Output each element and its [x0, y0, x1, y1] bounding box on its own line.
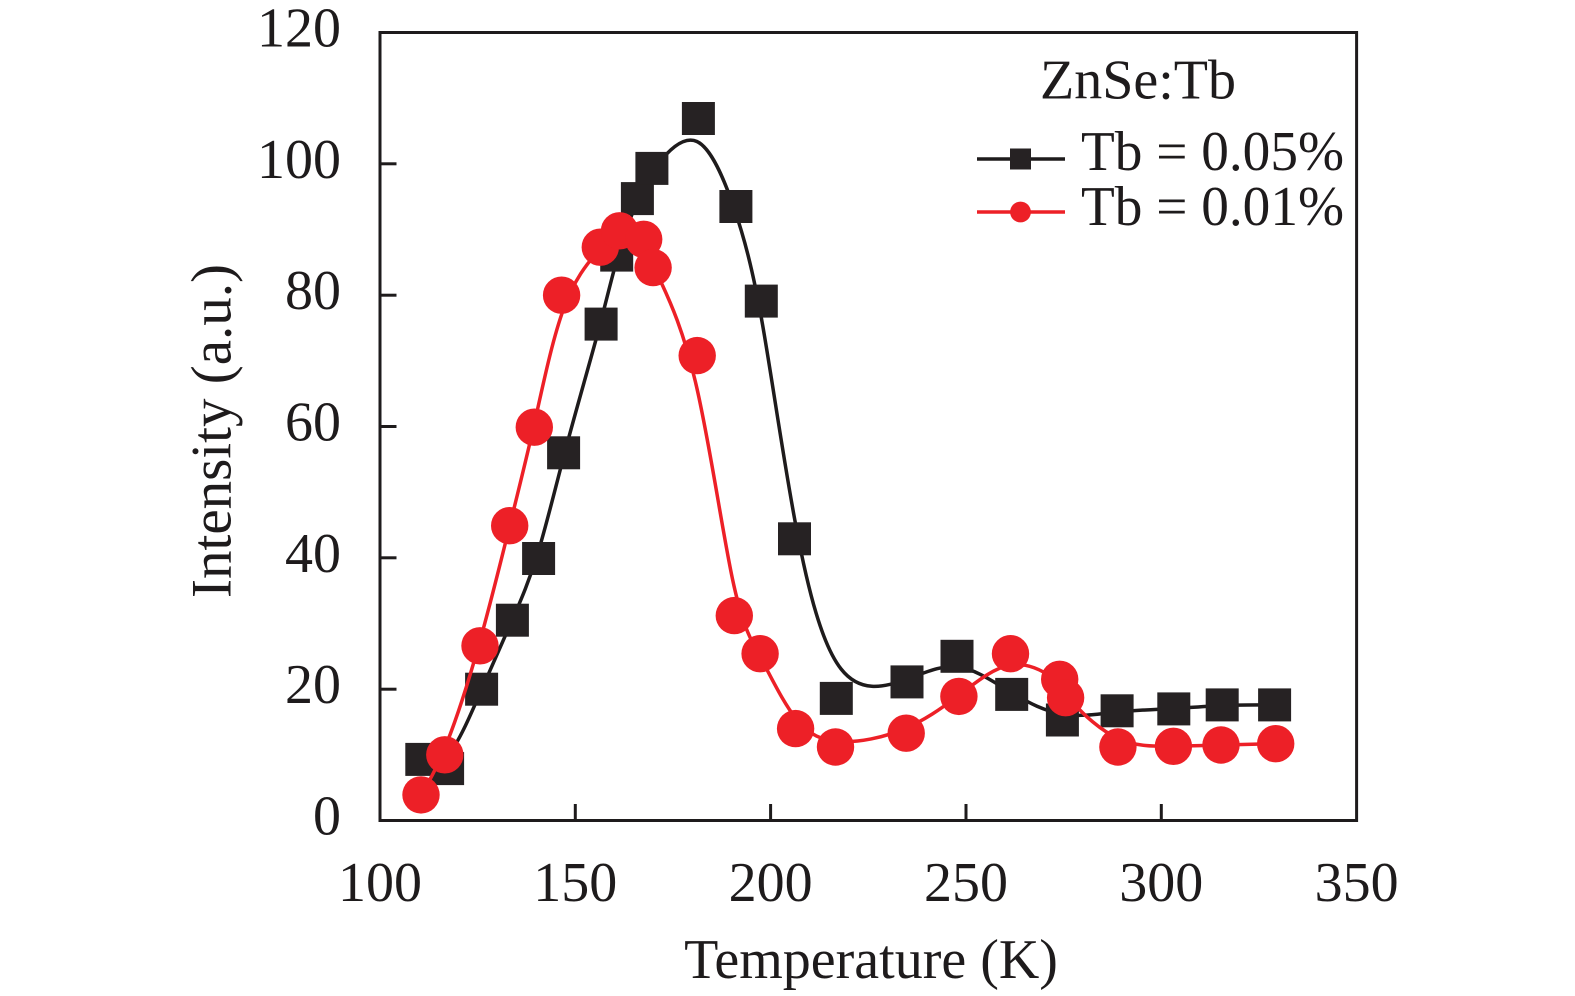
svg-text:Intensity (a.u.): Intensity (a.u.) [181, 264, 244, 598]
svg-text:350: 350 [1315, 852, 1399, 914]
svg-text:20: 20 [285, 654, 341, 716]
svg-text:250: 250 [924, 852, 1008, 914]
svg-text:Tb = 0.01%: Tb = 0.01% [1081, 176, 1344, 238]
svg-text:40: 40 [285, 523, 341, 585]
svg-text:ZnSe:Tb: ZnSe:Tb [1040, 50, 1236, 112]
svg-text:120: 120 [257, 0, 341, 60]
svg-text:300: 300 [1119, 852, 1203, 914]
svg-text:100: 100 [338, 852, 422, 914]
svg-text:60: 60 [285, 392, 341, 454]
svg-text:80: 80 [285, 260, 341, 322]
svg-text:150: 150 [533, 852, 617, 914]
svg-text:Temperature (K): Temperature (K) [684, 929, 1058, 991]
svg-text:200: 200 [729, 852, 813, 914]
svg-text:Tb = 0.05%: Tb = 0.05% [1081, 121, 1344, 183]
svg-text:100: 100 [257, 129, 341, 191]
svg-text:0: 0 [313, 786, 341, 848]
